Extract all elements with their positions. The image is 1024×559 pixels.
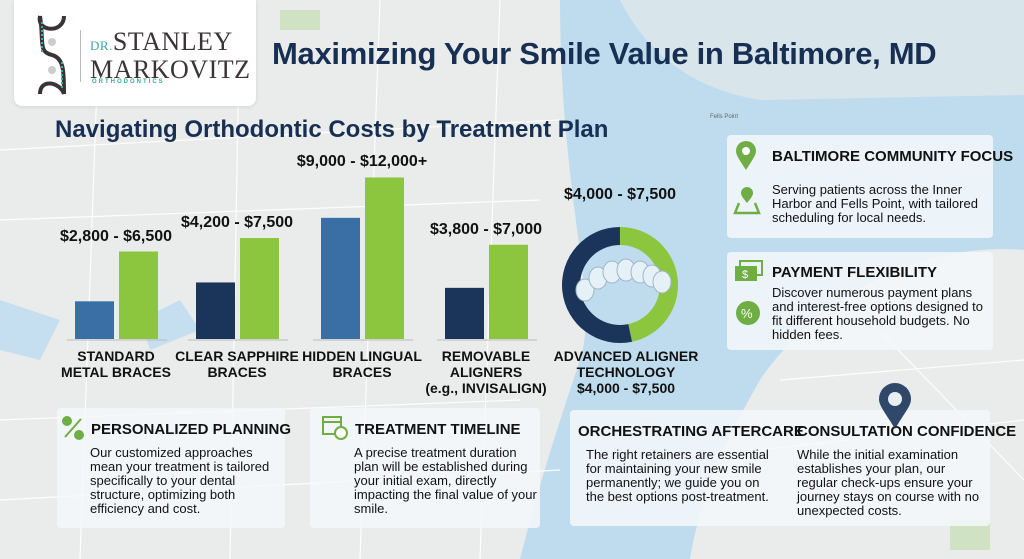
card-title: PAYMENT FLEXIBILITY	[772, 264, 938, 281]
bar-high-1	[240, 238, 279, 339]
card-personalized-planning: PERSONALIZED PLANNING Our customized app…	[57, 408, 291, 528]
section-title: Navigating Orthodontic Costs by Treatmen…	[55, 116, 609, 143]
map-pin-icon	[736, 141, 756, 170]
category-label: STANDARD METAL BRACES	[61, 348, 171, 380]
donut-price-label: $4,000 - $7,500	[563, 186, 677, 203]
cost-exchange-icon	[62, 416, 84, 440]
svg-text:$: $	[742, 269, 748, 281]
logo-subtitle: ORTHODONTICS	[92, 79, 165, 85]
category-label-line: ALIGNERS	[449, 364, 523, 380]
card-payment-flexibility: $ % PAYMENT FLEXIBILITY Discover numerou…	[727, 252, 993, 350]
category-label-line: CLEAR SAPPHIRE	[175, 348, 299, 364]
category-label-line: BRACES	[207, 364, 267, 380]
card-text: Serving patients across the Inner Harbor…	[772, 182, 978, 225]
bar-high-3	[489, 244, 528, 339]
price-label: $3,800 - $7,000	[429, 220, 543, 238]
card-aftercare-consultation: ORCHESTRATING AFTERCARE The right retain…	[570, 410, 1016, 526]
percent-badge-icon: %	[736, 301, 760, 325]
bar-high-2	[365, 177, 404, 339]
card-title: CONSULTATION CONFIDENCE	[797, 423, 1017, 440]
price-label: $4,200 - $7,500	[180, 214, 294, 232]
category-label-line: REMOVABLE	[441, 348, 531, 364]
category-label-line: STANDARD	[77, 348, 155, 364]
category-label-line: TECHNOLOGY	[576, 364, 676, 380]
category-label-line: HIDDEN LINGUAL	[302, 348, 422, 364]
dollar-bills-icon: $	[735, 260, 763, 281]
card-community-focus: BALTIMORE COMMUNITY FOCUS Serving patien…	[727, 135, 1013, 238]
bar-low-2	[321, 217, 360, 339]
logo-divider	[80, 30, 81, 82]
category-label-line: (e.g., INVISALIGN)	[425, 380, 547, 396]
category-label: REMOVABLE ALIGNERS (e.g., INVISALIGN)	[425, 348, 546, 396]
category-label-line: ADVANCED ALIGNER	[553, 348, 699, 364]
location-pin-icon	[879, 383, 911, 429]
category-label: CLEAR SAPPHIRE BRACES	[175, 348, 299, 380]
card-text: Discover numerous payment plans and inte…	[772, 285, 984, 342]
calendar-clock-icon	[322, 416, 348, 440]
donut-slice-low	[562, 227, 633, 343]
card-text: The right retainers are essential for ma…	[586, 447, 769, 504]
bar-low-1	[196, 282, 235, 339]
tooth-braces-logo-icon	[37, 15, 66, 95]
card-title: BALTIMORE COMMUNITY FOCUS	[772, 148, 1014, 165]
category-label: ADVANCED ALIGNER TECHNOLOGY $4,000 - $7,50…	[554, 348, 699, 396]
cost-bar-chart	[67, 177, 679, 343]
bar-low-3	[445, 287, 484, 339]
card-title: ORCHESTRATING AFTERCARE	[578, 423, 804, 440]
card-text: A precise treatment duration plan will b…	[354, 445, 537, 516]
price-label: $9,000 - $12,000+	[296, 153, 428, 171]
category-label: HIDDEN LINGUAL BRACES	[302, 348, 422, 380]
logo-name: DR.STANLEY MARKOVITZ	[90, 27, 251, 84]
card-text: While the initial examination establishe…	[797, 447, 980, 518]
category-label-line: BRACES	[332, 364, 392, 380]
bar-high-0	[119, 251, 158, 339]
card-treatment-timeline: TREATMENT TIMELINE A precise treatment d…	[310, 408, 540, 528]
category-label-line: $4,000 - $7,500	[576, 380, 676, 396]
donut-slice-high	[620, 227, 679, 342]
map-location-icon	[733, 187, 761, 215]
bar-low-0	[75, 301, 114, 339]
card-text: Our customized approaches mean your trea…	[90, 445, 270, 516]
price-label: $2,800 - $6,500	[59, 227, 173, 245]
category-label-line: METAL BRACES	[61, 364, 171, 380]
card-title: TREATMENT TIMELINE	[355, 421, 521, 438]
svg-text:%: %	[741, 306, 753, 321]
clear-aligner-icon	[575, 258, 672, 302]
page-title: Maximizing Your Smile Value in Baltimore…	[272, 36, 937, 71]
practice-logo: DR.STANLEY MARKOVITZ ORTHODONTICS	[14, 0, 256, 106]
map-label-fells-point: Fells Point	[710, 114, 738, 120]
card-title: PERSONALIZED PLANNING	[91, 421, 292, 438]
